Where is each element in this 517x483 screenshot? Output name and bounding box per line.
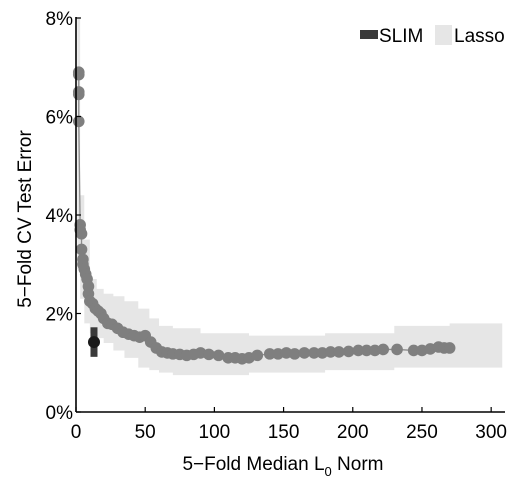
x-tick-label: 150 [268, 422, 300, 443]
lasso-point [308, 347, 320, 359]
legend-label-lasso: Lasso [454, 26, 505, 47]
lasso-point [72, 115, 85, 128]
legend-swatch-lasso [435, 25, 452, 45]
x-tick-label: 100 [199, 422, 231, 443]
lasso-band [77, 18, 503, 376]
lasso-band-layer [77, 18, 503, 376]
x-axis-label: 5−Fold Median L0 Norm [182, 454, 383, 479]
y-tick-label: 8% [46, 9, 74, 30]
slim-point [87, 336, 100, 349]
ticks: 0 50 100 150 200 250 300 0% 2% 4% 6% 8% [46, 9, 507, 443]
y-axis-label: 5−Fold CV Test Error [15, 130, 36, 308]
lasso-point [212, 349, 225, 362]
lasso-point-layer [72, 66, 456, 365]
x-axis-label-subscript: 0 [325, 464, 332, 479]
lasso-point [75, 243, 88, 256]
lasso-point [203, 348, 215, 361]
x-axis-label-main: 5−Fold Median L [182, 454, 324, 475]
x-tick-label: 50 [135, 422, 156, 443]
x-tick-label: 300 [475, 422, 507, 443]
x-tick-label: 0 [71, 422, 82, 443]
lasso-point [75, 227, 88, 240]
lasso-point [443, 342, 456, 354]
lasso-point [333, 346, 345, 358]
lasso-point [407, 344, 420, 357]
y-tick-label: 2% [46, 305, 74, 326]
legend: SLIM Lasso [360, 25, 505, 47]
y-tick-label: 6% [46, 108, 74, 129]
x-axis-label-suffix: Norm [332, 454, 384, 475]
lasso-point [298, 347, 311, 359]
lasso-point [251, 349, 264, 362]
x-tick-label: 250 [406, 422, 438, 443]
legend-label-slim: SLIM [379, 26, 423, 47]
lasso-point [72, 88, 85, 101]
lasso-point [263, 348, 276, 360]
y-tick-label: 0% [46, 403, 74, 424]
lasso-point [288, 348, 301, 360]
lasso-point [342, 345, 355, 358]
lasso-point [377, 343, 390, 356]
y-tick-label: 4% [46, 206, 74, 227]
lasso-point [360, 344, 373, 357]
lasso-point [391, 343, 403, 356]
legend-swatch-slim [360, 30, 378, 39]
x-tick-label: 200 [337, 422, 369, 443]
lasso-point [352, 344, 365, 357]
slim-layer [87, 327, 100, 357]
lasso-point [324, 346, 337, 358]
lasso-point [72, 68, 85, 81]
